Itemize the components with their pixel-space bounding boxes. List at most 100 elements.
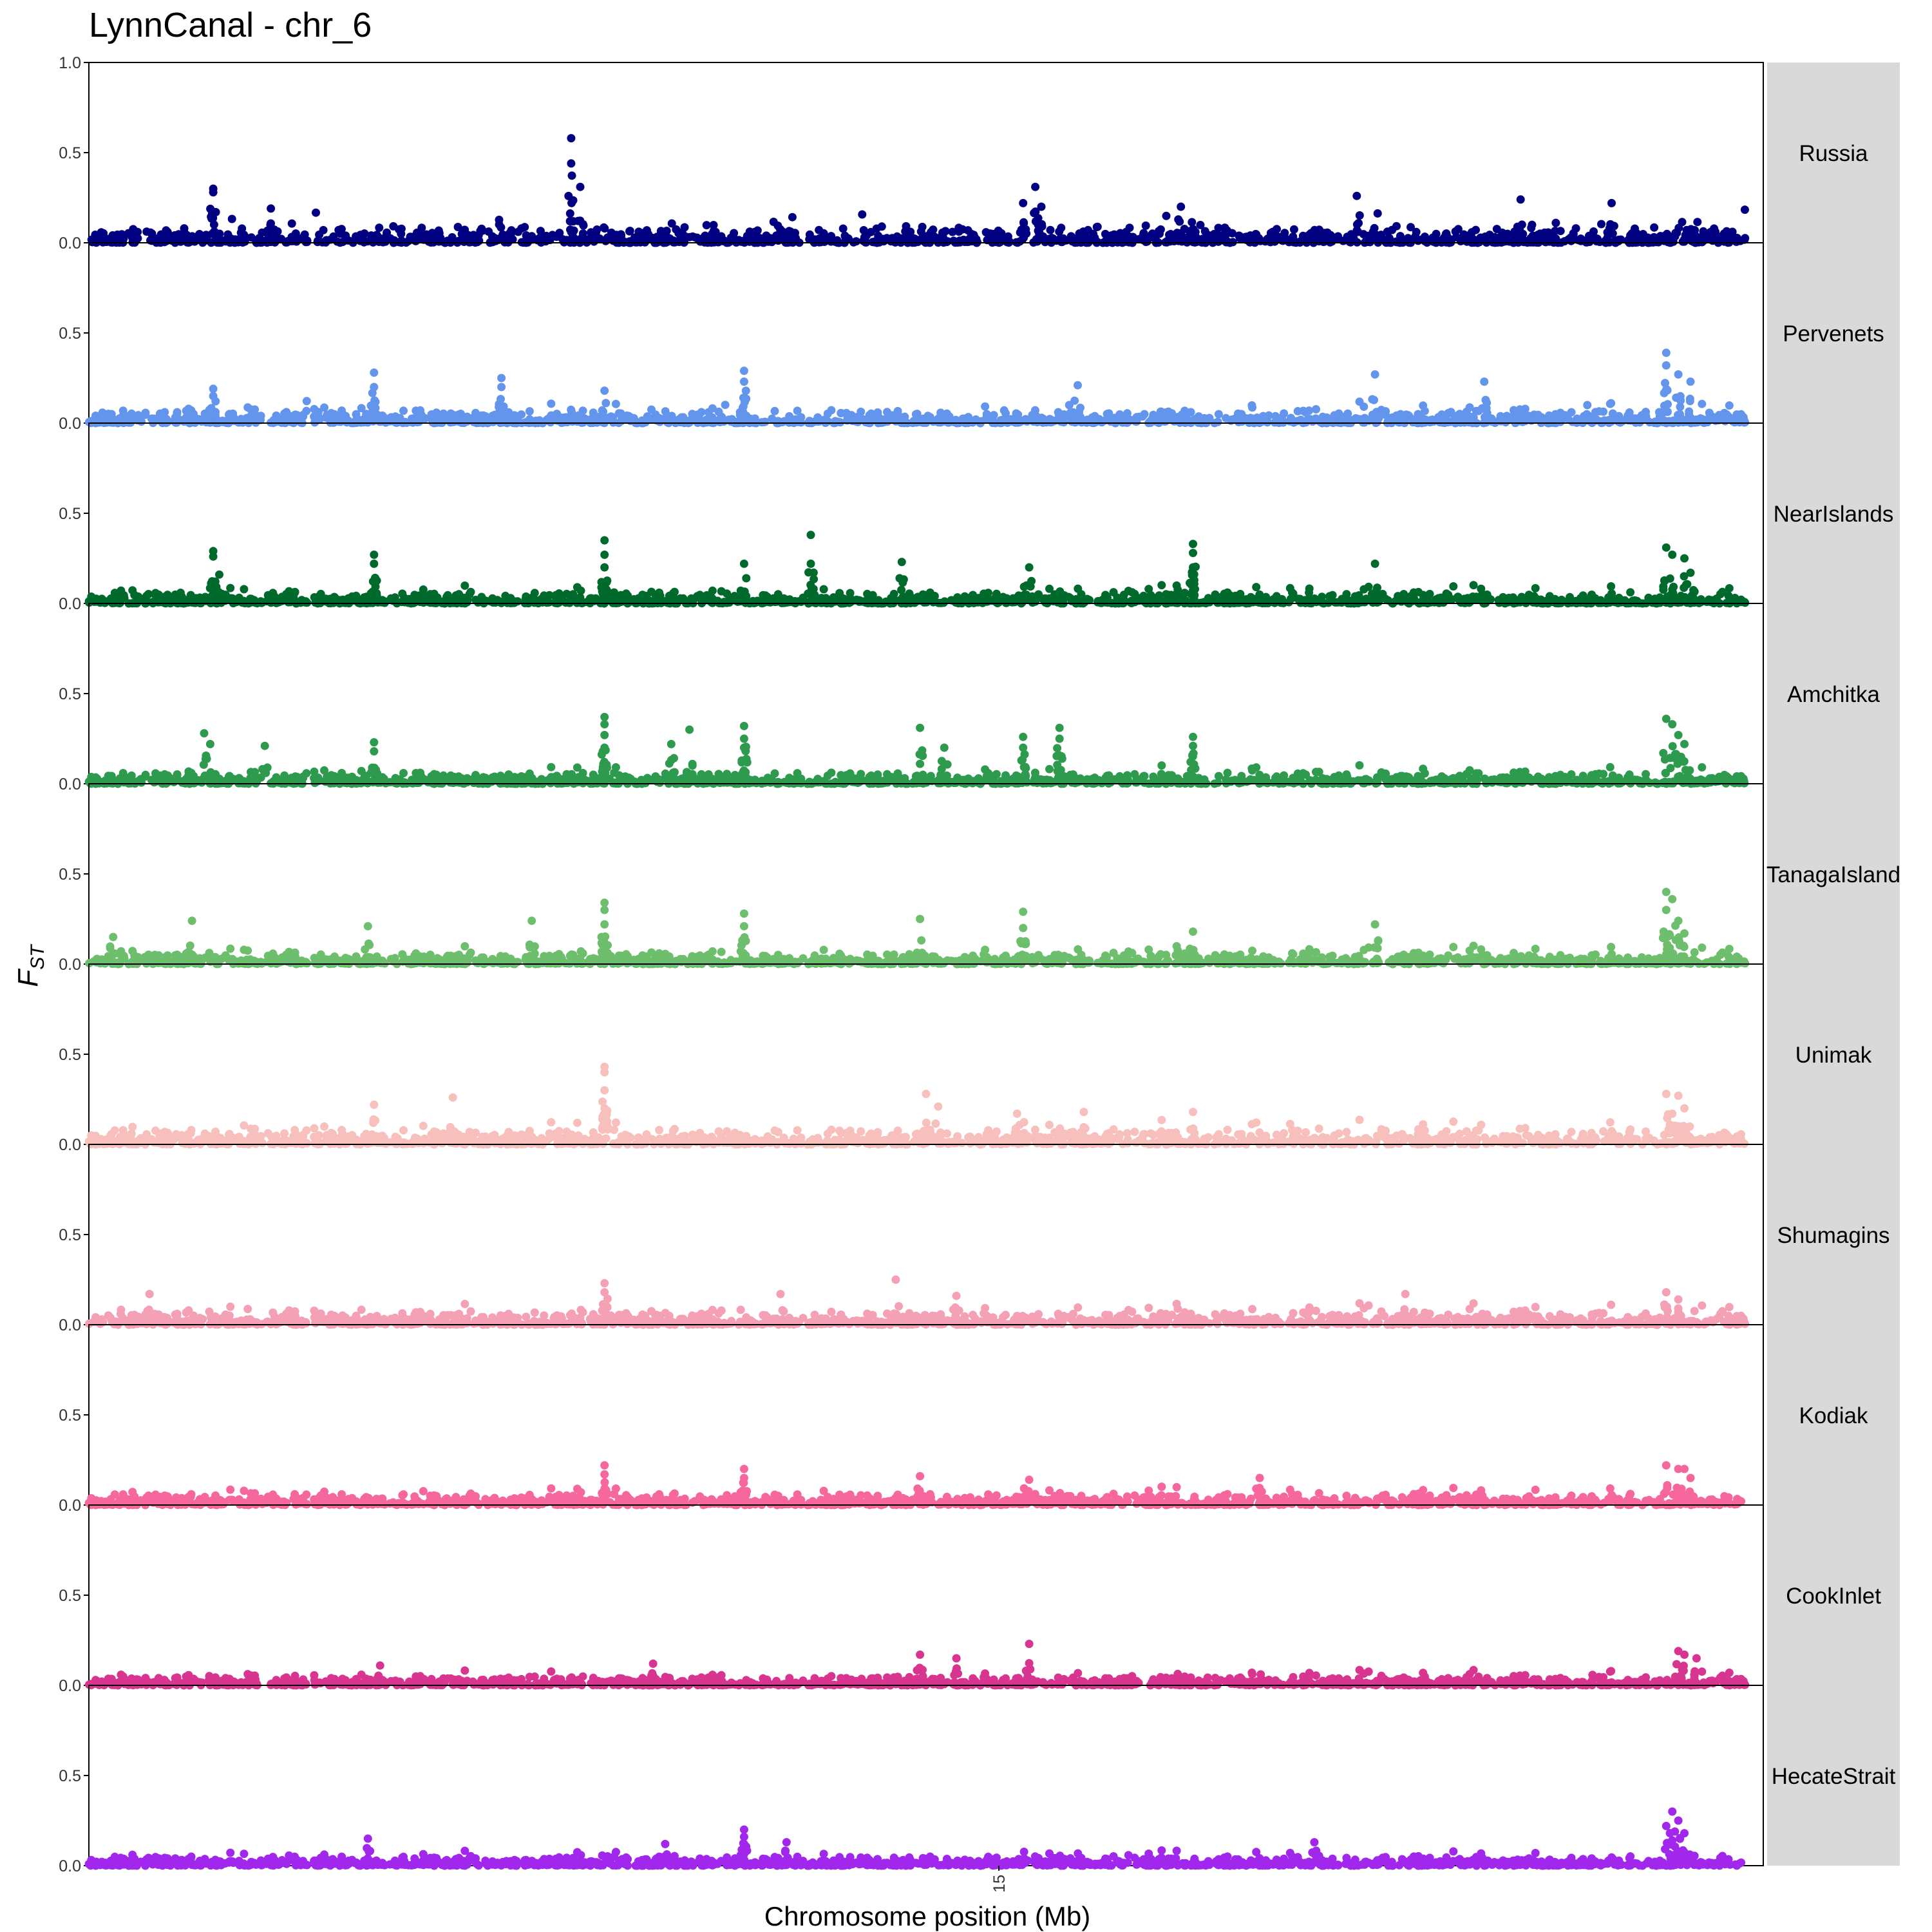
data-point (1567, 408, 1576, 417)
data-point (1524, 412, 1533, 421)
data-point (1568, 417, 1577, 426)
data-point (1084, 225, 1092, 234)
peak-point (739, 377, 748, 386)
data-point (819, 585, 828, 594)
data-point (546, 233, 555, 242)
peak-point (1177, 202, 1186, 211)
data-point (1196, 418, 1205, 427)
data-point (569, 196, 578, 205)
data-point (1525, 238, 1534, 247)
data-point (1305, 588, 1314, 597)
facet-strip (1767, 62, 1900, 243)
data-point (565, 591, 574, 600)
data-point (603, 413, 612, 422)
data-point (141, 408, 150, 417)
data-point (1141, 221, 1150, 230)
data-point (750, 414, 759, 423)
data-point (1139, 231, 1148, 240)
data-point (647, 587, 656, 596)
data-point (90, 417, 98, 426)
data-point (1626, 588, 1635, 597)
data-point (1687, 591, 1696, 600)
data-point (717, 587, 726, 596)
data-point (1359, 585, 1368, 594)
data-point (1441, 417, 1450, 426)
data-point (788, 213, 797, 222)
data-point (1599, 770, 1608, 779)
data-point (1128, 588, 1137, 597)
data-point (1214, 223, 1223, 232)
data-point (1373, 209, 1382, 218)
data-point (542, 598, 551, 607)
data-point (287, 597, 296, 606)
data-point (1355, 397, 1364, 406)
data-point (271, 598, 280, 607)
panel-border (88, 62, 1764, 243)
data-point (963, 226, 972, 235)
peak-point (1686, 377, 1695, 386)
peak-point (1662, 543, 1671, 552)
data-point (412, 236, 421, 245)
data-point (399, 406, 408, 415)
data-point (1492, 225, 1501, 234)
data-point (471, 408, 480, 417)
data-point (741, 386, 750, 395)
data-point (1698, 763, 1707, 772)
data-point (861, 598, 870, 607)
data-point (133, 234, 142, 243)
facet-strip-label: Russia (1799, 141, 1869, 166)
data-point (1662, 386, 1671, 395)
data-point (236, 228, 245, 237)
data-point (142, 227, 151, 236)
data-point (1247, 401, 1256, 410)
data-point (287, 236, 296, 245)
peak-point (1370, 559, 1379, 568)
data-point (217, 589, 226, 598)
data-point (1531, 583, 1540, 592)
data-point (180, 224, 189, 233)
y-tick-label: 0.0 (59, 595, 81, 613)
data-point (1079, 595, 1088, 604)
data-point (1280, 229, 1289, 238)
data-point (810, 574, 819, 583)
data-point (1289, 225, 1298, 234)
data-point (356, 598, 365, 607)
series-points (84, 531, 1750, 608)
peak-point (1189, 549, 1197, 558)
data-point (1421, 237, 1430, 245)
data-point (240, 585, 249, 594)
series-points (85, 348, 1750, 428)
data-point (1693, 218, 1702, 227)
data-point (742, 574, 751, 583)
data-point (1504, 594, 1513, 602)
data-point (1680, 237, 1689, 246)
data-point (793, 406, 802, 415)
data-point (1419, 401, 1428, 410)
data-point (1101, 591, 1110, 600)
data-point (1022, 581, 1031, 590)
data-point (1530, 592, 1539, 601)
data-point (1444, 591, 1453, 600)
data-point (593, 418, 602, 427)
peak-point (1668, 550, 1677, 559)
data-point (360, 229, 369, 238)
data-point (685, 597, 694, 606)
data-point (873, 410, 882, 419)
data-point (720, 598, 728, 607)
data-point (777, 229, 786, 238)
data-point (190, 237, 199, 246)
data-point (1074, 584, 1083, 593)
data-point (222, 237, 230, 246)
data-point (1162, 211, 1171, 220)
data-point (521, 418, 530, 427)
data-point (706, 598, 715, 607)
data-point (530, 589, 539, 598)
data-point (770, 406, 779, 415)
peak-point (1686, 568, 1695, 577)
data-point (1022, 591, 1031, 599)
data-point (477, 592, 486, 601)
data-point (1303, 237, 1312, 246)
data-point (1659, 585, 1668, 594)
data-point (927, 227, 936, 236)
